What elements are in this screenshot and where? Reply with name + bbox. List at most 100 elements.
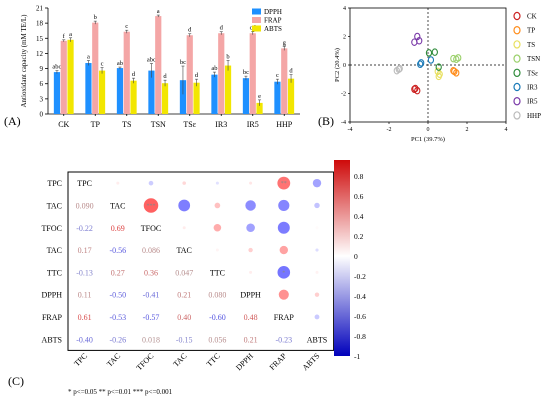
corr-value: 0.080 bbox=[208, 291, 226, 300]
legend-label: TS bbox=[527, 41, 535, 49]
y-tick-label: 3 bbox=[40, 95, 44, 103]
colorbar-tick-label: -1 bbox=[354, 352, 360, 361]
diag-label: TTC bbox=[210, 268, 225, 277]
corr-circle bbox=[182, 181, 186, 185]
corr-circle bbox=[215, 248, 219, 252]
colorbar-tick-label: 0.4 bbox=[354, 212, 364, 221]
x-tick-label: TSN bbox=[151, 120, 166, 129]
legend-label: TP bbox=[527, 27, 535, 35]
x-axis-label: PC1 (39.7%) bbox=[411, 136, 445, 143]
data-point bbox=[436, 70, 443, 79]
legend-label: DPPH bbox=[264, 8, 282, 16]
corr-circle bbox=[315, 226, 319, 230]
x-tick-label: 4 bbox=[505, 127, 508, 133]
diag-label: DPPH bbox=[240, 291, 261, 300]
corr-value: -0.56 bbox=[109, 246, 126, 255]
corr-value: -0.13 bbox=[76, 268, 93, 277]
colorbar-tick-label: -0.4 bbox=[354, 292, 366, 301]
diag-label: TAC bbox=[177, 246, 192, 255]
y-tick-label: -4 bbox=[341, 120, 346, 126]
corr-value: -0.53 bbox=[109, 313, 126, 322]
sig-letter: a bbox=[87, 53, 90, 60]
corr-value: 0.40 bbox=[177, 313, 191, 322]
diag-label: TAC bbox=[110, 201, 125, 210]
legend-label: CK bbox=[527, 13, 537, 21]
colorbar-tick-label: 0.8 bbox=[354, 172, 364, 181]
legend-swatch bbox=[252, 25, 261, 32]
sig-letter: abc bbox=[147, 57, 156, 64]
corr-circle bbox=[277, 266, 291, 279]
corr-circle bbox=[143, 198, 159, 213]
corr-circle bbox=[314, 314, 320, 320]
y-tick-label: 0 bbox=[40, 111, 44, 119]
x-tick-label: 2 bbox=[466, 127, 469, 133]
legend-label: HHP bbox=[527, 112, 541, 120]
row-label: TAC bbox=[47, 201, 62, 210]
corr-value: 0.36 bbox=[144, 268, 158, 277]
corr-value: 0.056 bbox=[208, 335, 226, 344]
corr-circle bbox=[278, 289, 289, 300]
legend-marker bbox=[513, 11, 521, 21]
y-tick-label: 4 bbox=[343, 6, 346, 12]
y-tick-label: 6 bbox=[40, 80, 44, 88]
corr-circle bbox=[182, 226, 186, 230]
corr-circle bbox=[312, 178, 322, 188]
diag-label: ABTS bbox=[307, 335, 327, 344]
bar bbox=[155, 16, 162, 115]
diag-label: FRAP bbox=[274, 313, 295, 322]
data-point bbox=[427, 56, 435, 64]
data-point bbox=[417, 60, 424, 69]
corr-value: -0.15 bbox=[176, 335, 193, 344]
corr-circle bbox=[278, 199, 290, 212]
bar bbox=[60, 40, 67, 114]
sig-letter: d bbox=[195, 72, 199, 79]
col-label: TFOC bbox=[135, 351, 156, 372]
x-tick-label: TP bbox=[91, 120, 101, 129]
col-label: ABTS bbox=[301, 351, 322, 372]
corr-value: 0.48 bbox=[244, 313, 258, 322]
legend-label: ABTS bbox=[264, 25, 282, 33]
legend-marker bbox=[513, 26, 521, 35]
bar bbox=[186, 35, 193, 114]
corr-value: -0.22 bbox=[76, 224, 93, 233]
legend-marker bbox=[513, 111, 521, 120]
legend-label: TSε bbox=[527, 69, 538, 77]
colorbar-tick-label: 1 bbox=[354, 160, 358, 161]
bar bbox=[161, 83, 169, 114]
x-tick-label: -4 bbox=[348, 127, 353, 133]
bar bbox=[256, 102, 263, 114]
corr-value: 0.61 bbox=[78, 313, 92, 322]
bar bbox=[179, 80, 187, 114]
row-label: ABTS bbox=[42, 335, 62, 344]
legend-marker bbox=[513, 82, 521, 92]
sig-letter: ab bbox=[117, 60, 123, 67]
sig-letter: c bbox=[276, 72, 279, 79]
bar bbox=[211, 74, 218, 114]
corr-value: 0.21 bbox=[177, 291, 191, 300]
corr-value: 0.11 bbox=[78, 291, 92, 300]
panel-label-a: (A) bbox=[4, 114, 21, 128]
legend-marker bbox=[513, 96, 521, 106]
corr-value: 0.69 bbox=[111, 224, 125, 233]
y-tick-label: 15 bbox=[36, 35, 44, 43]
row-label: TPC bbox=[47, 179, 62, 188]
x-tick-label: TS bbox=[122, 120, 131, 129]
data-point bbox=[425, 49, 433, 57]
bar bbox=[287, 78, 295, 114]
bar bbox=[224, 65, 232, 114]
corr-circle bbox=[248, 247, 253, 253]
corr-circle bbox=[215, 181, 219, 185]
row-label: TAC bbox=[47, 246, 62, 255]
corr-value: 0.27 bbox=[111, 268, 125, 277]
y-tick-label: 0 bbox=[343, 63, 346, 69]
bar bbox=[98, 70, 106, 114]
corr-circle bbox=[277, 176, 291, 190]
corr-value: 0.21 bbox=[244, 335, 258, 344]
legend-label: IR5 bbox=[527, 98, 538, 106]
sig-letter: d bbox=[132, 71, 136, 78]
data-point bbox=[395, 65, 402, 74]
corr-circle bbox=[314, 292, 320, 297]
corr-circle bbox=[249, 270, 253, 274]
legend-marker bbox=[513, 54, 521, 63]
sig-letter: ab bbox=[211, 65, 217, 72]
